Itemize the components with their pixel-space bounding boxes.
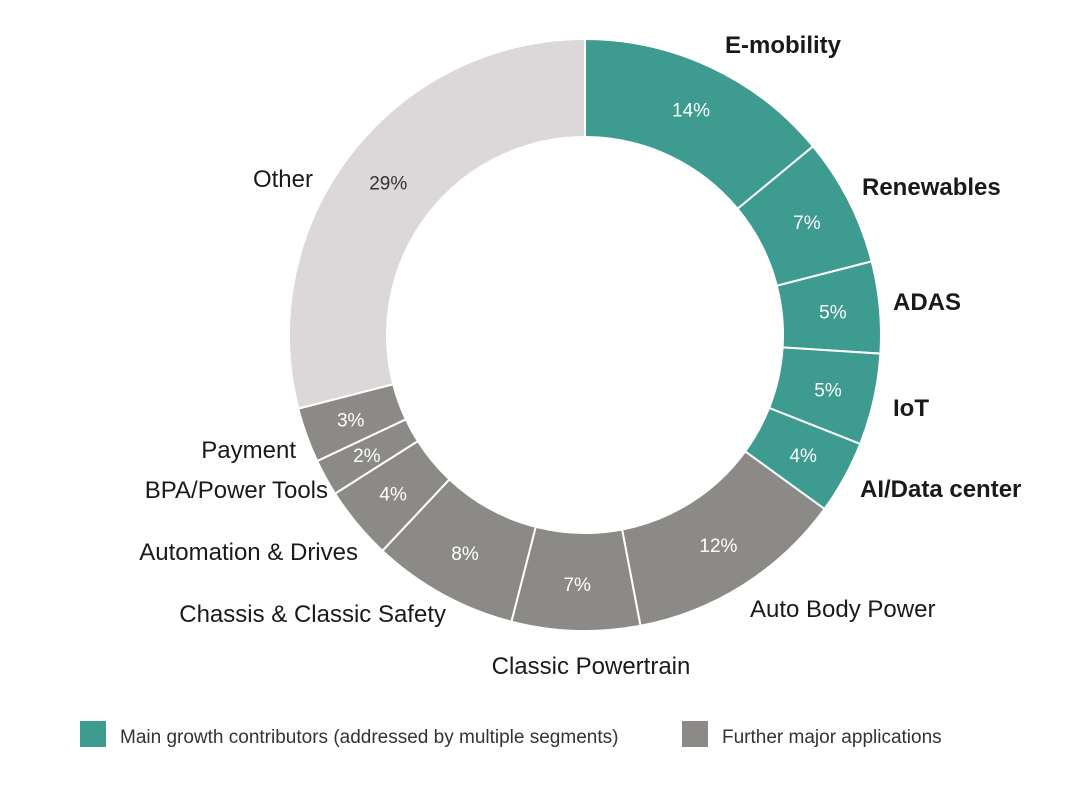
pct-label-renewables: 7% [793,213,821,234]
category-label-bpa-power-tools: BPA/Power Tools [145,477,328,504]
slices-group [288,37,882,632]
pct-label-classic-powertrain: 7% [563,575,591,596]
pct-label-adas: 5% [819,303,847,324]
pct-label-bpa-power-tools: 2% [353,446,381,467]
legend-label-growth: Main growth contributors (addressed by m… [120,727,618,748]
legend: Main growth contributors (addressed by m… [80,721,942,748]
category-label-chassis-classic-safety: Chassis & Classic Safety [179,601,446,628]
pct-label-automation-drives: 4% [379,485,407,506]
legend-swatch-major [682,721,708,747]
category-label-payment: Payment [201,437,296,464]
pct-label-other: 29% [369,173,407,194]
category-label-automation-drives: Automation & Drives [139,539,358,566]
pct-label-iot: 5% [814,380,842,401]
category-labels-group: E-mobility Renewables ADAS IoT AI/Data cente… [139,32,1021,680]
category-label-auto-body-power: Auto Body Power [750,596,935,623]
legend-swatch-growth [80,721,106,747]
pct-label-ai-data-center: 4% [789,446,817,467]
pct-label-payment: 3% [337,410,365,431]
category-label-classic-powertrain: Classic Powertrain [492,653,691,680]
category-label-other: Other [253,166,313,193]
slice-other [288,37,586,410]
category-label-ai-data-center: AI/Data center [860,476,1021,503]
pct-label-auto-body-power: 12% [699,536,737,557]
percent-labels-group: 14% 7% 5% 5% 4% 12% 7% 8% 4% 2% 3% 29% [337,101,847,596]
category-label-iot: IoT [893,395,929,422]
pct-label-e-mobility: 14% [672,101,710,122]
legend-label-major: Further major applications [722,727,942,748]
category-label-renewables: Renewables [862,174,1001,201]
category-label-adas: ADAS [893,289,961,316]
pct-label-chassis-classic-safety: 8% [451,544,479,565]
category-label-e-mobility: E-mobility [725,32,842,59]
